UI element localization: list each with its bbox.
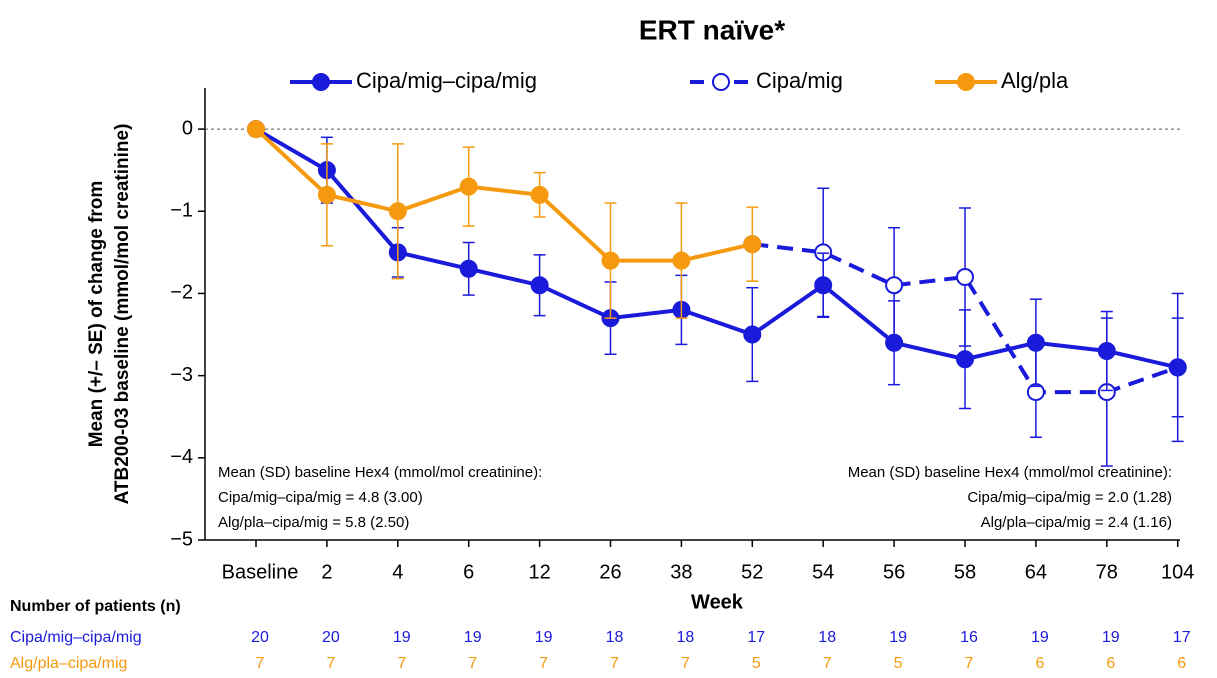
table-cell: 7 (965, 655, 974, 672)
table-row-label: Alg/pla–cipa/mig (10, 655, 127, 672)
data-point (459, 177, 478, 196)
table-cell: 19 (889, 629, 907, 646)
x-tick-label: 54 (812, 561, 834, 583)
data-point (530, 276, 549, 295)
x-tick-label: 52 (741, 561, 763, 583)
table-cell: 7 (681, 655, 690, 672)
data-point (956, 268, 974, 287)
legend-label: Cipa/mig–cipa/mig (356, 68, 537, 93)
y-axis-label: ATB200-03 baseline (mmol/mol creatinine) (112, 124, 133, 505)
data-point (388, 202, 407, 221)
y-tick-label: −4 (170, 446, 193, 468)
data-point (601, 251, 620, 270)
x-tick-label: 6 (463, 561, 474, 583)
table-cell: 18 (677, 629, 695, 646)
table-cell: 7 (397, 655, 406, 672)
table-row-label: Cipa/mig–cipa/mig (10, 629, 142, 646)
table-cell: 7 (610, 655, 619, 672)
y-tick-label: −3 (170, 364, 193, 386)
x-tick-label: Baseline (222, 561, 299, 583)
data-point (1097, 341, 1116, 360)
table-cell: 7 (326, 655, 335, 672)
legend-marker (712, 73, 730, 91)
table-cell: 19 (393, 629, 411, 646)
y-tick-label: 0 (182, 117, 193, 139)
table-cell: 7 (468, 655, 477, 672)
annotation: Cipa/mig–cipa/mig = 2.0 (1.28) (967, 489, 1172, 506)
table-cell: 18 (818, 629, 836, 646)
table-cell: 19 (1102, 629, 1120, 646)
table-cell: 19 (535, 629, 553, 646)
series-line (254, 127, 753, 263)
data-point (317, 185, 336, 204)
x-tick-label: 58 (954, 561, 976, 583)
data-point (885, 333, 904, 352)
data-point (885, 276, 904, 295)
table-cell: 19 (464, 629, 482, 646)
y-axis-label: Mean (+/– SE) of change from (86, 181, 107, 448)
data-point (459, 259, 478, 278)
table-cell: 20 (251, 629, 269, 646)
table-cell: 17 (747, 629, 765, 646)
annotation: Mean (SD) baseline Hex4 (mmol/mol creati… (218, 464, 542, 481)
data-point (1168, 358, 1187, 377)
data-point (247, 120, 265, 139)
annotation: Alg/pla–cipa/mig = 5.8 (2.50) (218, 514, 409, 531)
y-tick-label: −2 (170, 282, 193, 304)
table-cell: 17 (1173, 629, 1191, 646)
x-tick-label: 4 (392, 561, 403, 583)
annotation: Cipa/mig–cipa/mig = 4.8 (3.00) (218, 489, 423, 506)
table-cell: 6 (1106, 655, 1115, 672)
legend-marker (312, 73, 330, 91)
x-tick-label: 104 (1161, 561, 1194, 583)
legend-label: Alg/pla (1001, 68, 1069, 93)
annotation: Alg/pla–cipa/mig = 2.4 (1.16) (981, 514, 1172, 531)
data-point (743, 235, 762, 254)
table-cell: 7 (539, 655, 548, 672)
table-cell: 5 (894, 655, 903, 672)
table-cell: 5 (752, 655, 761, 672)
data-point (672, 251, 691, 270)
table-cell: 6 (1177, 655, 1186, 672)
table-cell: 20 (322, 629, 340, 646)
legend-marker (957, 73, 975, 91)
y-tick-label: −1 (170, 200, 193, 222)
series-line (254, 127, 1179, 370)
data-point (814, 276, 833, 295)
data-point (743, 325, 762, 344)
data-point (956, 350, 974, 369)
data-point (1026, 333, 1045, 352)
data-point (530, 185, 549, 204)
table-cell: 16 (960, 629, 978, 646)
table-title: Number of patients (n) (10, 598, 181, 615)
annotation: Mean (SD) baseline Hex4 (mmol/mol creati… (848, 464, 1172, 481)
table-cell: 6 (1035, 655, 1044, 672)
x-tick-label: 12 (528, 561, 550, 583)
x-tick-label: 78 (1096, 561, 1118, 583)
x-tick-label: 64 (1025, 561, 1047, 583)
chart-title: ERT naïve* (639, 14, 785, 45)
y-tick-label: −5 (170, 528, 193, 550)
x-tick-label: 56 (883, 561, 905, 583)
table-cell: 7 (823, 655, 832, 672)
x-tick-label: 26 (599, 561, 621, 583)
table-cell: 7 (256, 655, 265, 672)
x-axis-label: Week (691, 591, 744, 613)
x-tick-label: 2 (321, 561, 332, 583)
legend-label: Cipa/mig (756, 68, 843, 93)
table-cell: 19 (1031, 629, 1049, 646)
x-tick-label: 38 (670, 561, 692, 583)
table-cell: 18 (606, 629, 624, 646)
